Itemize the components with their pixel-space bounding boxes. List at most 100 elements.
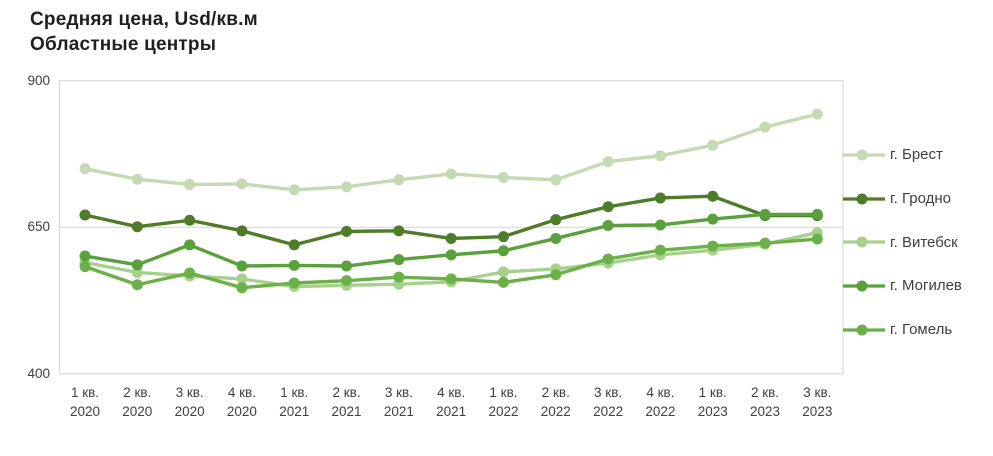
grodno-point: [654, 192, 666, 204]
x-axis-label-quarter: 4 кв.: [646, 385, 675, 400]
brest-point: [341, 181, 353, 193]
grodno-point: [707, 190, 719, 202]
gomel-point: [288, 277, 300, 289]
x-axis-label: 1 кв. 2022: [475, 383, 531, 421]
brest-point: [550, 174, 562, 186]
x-axis-label-year: 2021: [331, 404, 362, 419]
legend-item-gomel: г. Гомель: [843, 308, 993, 352]
legend-label: г. Витебск: [890, 233, 958, 251]
legend-item-brest: г. Брест: [843, 133, 993, 177]
legend-label: г. Брест: [890, 146, 943, 164]
brest-point: [811, 108, 823, 120]
gomel-point: [497, 276, 509, 288]
gomel-point: [184, 267, 196, 279]
grodno-point: [131, 221, 143, 233]
mogilev-point: [654, 219, 666, 231]
x-axis-label-quarter: 4 кв.: [227, 385, 256, 400]
mogilev-point: [79, 250, 91, 262]
mogilev-point: [497, 245, 509, 257]
x-axis-label-quarter: 1 кв.: [280, 385, 309, 400]
legend-item-grodno: г. Гродно: [843, 177, 993, 221]
legend-marker-brest: [843, 149, 885, 161]
x-axis-label-quarter: 2 кв.: [332, 385, 361, 400]
x-axis-label-year: 2020: [122, 404, 153, 419]
x-axis-label-quarter: 3 кв.: [384, 385, 413, 400]
gomel-point: [550, 269, 562, 281]
gomel-point: [811, 233, 823, 245]
grodno-point: [602, 201, 614, 213]
vitebsk-point: [497, 266, 509, 278]
x-axis-label-quarter: 3 кв.: [803, 385, 832, 400]
x-axis-label-quarter: 2 кв.: [750, 385, 780, 400]
legend: г. Брест г. Гродно г. Витебск г. Могилев г. …: [843, 133, 993, 351]
x-axis-label-year: 2021: [279, 404, 310, 419]
gomel-point: [236, 282, 248, 294]
mogilev-point: [550, 232, 562, 244]
x-axis-label: 2 кв. 2021: [319, 383, 375, 421]
x-axis-label: 1 кв. 2020: [57, 383, 113, 421]
legend-marker-vitebsk: [843, 236, 885, 248]
x-axis-label-year: 2022: [540, 404, 571, 419]
brest-point: [288, 184, 300, 196]
legend-label: г. Гродно: [890, 190, 951, 208]
x-axis-label: 1 кв. 2023: [685, 383, 741, 421]
chart-title: Средняя цена, Usd/кв.м: [30, 9, 258, 30]
mogilev-point: [288, 259, 300, 271]
grodno-point: [288, 239, 300, 251]
gomel-point: [759, 237, 771, 249]
x-axis-label-quarter: 2 кв.: [541, 385, 570, 400]
mogilev-point: [445, 249, 457, 261]
mogilev-point: [759, 208, 771, 220]
x-axis-label: 3 кв. 2021: [371, 383, 427, 421]
brest-point: [236, 178, 248, 190]
legend-label: г. Могилев: [890, 277, 962, 295]
mogilev-point: [236, 260, 248, 272]
x-axis-label: 4 кв. 2021: [423, 383, 479, 421]
legend-marker-mogilev: [843, 280, 885, 292]
legend-item-vitebsk: г. Витебск: [843, 220, 993, 264]
grodno-point: [393, 225, 405, 237]
chart-subtitle: Областные центры: [30, 34, 217, 55]
y-tick-label: 900: [27, 72, 50, 88]
x-axis-label-year: 2020: [226, 404, 257, 419]
x-axis-label-year: 2022: [645, 404, 676, 419]
x-axis-label-year: 2021: [436, 404, 467, 419]
grodno-point: [184, 214, 196, 226]
brest-point: [759, 121, 771, 133]
legend-dot: [856, 280, 868, 292]
gomel-point: [707, 240, 719, 252]
gomel-point: [79, 261, 91, 273]
y-tick-label: 650: [27, 219, 50, 235]
gomel-point: [341, 275, 353, 287]
x-axis-label: 3 кв. 2020: [162, 383, 218, 421]
gomel-point: [393, 271, 405, 283]
x-axis-label-year: 2022: [488, 404, 519, 419]
x-axis-label-quarter: 3 кв.: [175, 385, 204, 400]
legend-dot: [856, 193, 868, 205]
grodno-point: [550, 214, 562, 226]
x-axis-label: 3 кв. 2022: [580, 383, 636, 421]
x-axis-label: 2 кв. 2023: [737, 383, 793, 421]
mogilev-point: [707, 213, 719, 225]
x-axis-label-quarter: 1 кв.: [70, 385, 100, 400]
x-axis-label-year: 2020: [174, 404, 205, 419]
x-axis-label-quarter: 3 кв.: [594, 385, 623, 400]
vitebsk-point: [236, 273, 248, 285]
mogilev-point: [602, 220, 614, 232]
x-axis-label-quarter: 1 кв.: [489, 385, 518, 400]
grodno-point: [445, 232, 457, 244]
x-axis-label-quarter: 1 кв.: [698, 385, 727, 400]
x-axis-label: 2 кв. 2022: [528, 383, 584, 421]
x-axis-label: 4 кв. 2022: [632, 383, 688, 421]
x-axis-label-year: 2023: [802, 404, 833, 419]
legend-dot: [856, 149, 868, 161]
mogilev-point: [341, 260, 353, 272]
brest-point: [707, 139, 719, 151]
y-tick-label: 400: [27, 365, 50, 381]
brest-point: [131, 173, 143, 185]
brest-point: [184, 178, 196, 190]
brest-point: [602, 156, 614, 168]
gomel-point: [602, 253, 614, 265]
x-axis-label: 4 кв. 2020: [214, 383, 270, 421]
